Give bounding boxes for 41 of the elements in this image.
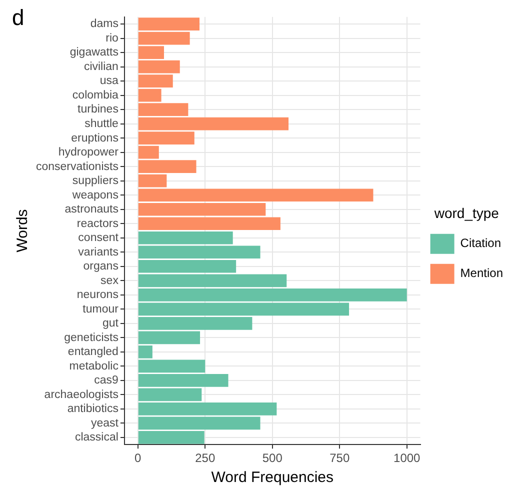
y-tick-label: archaeologists: [44, 388, 119, 401]
y-tick-label: neurons: [76, 289, 119, 302]
y-tick-label: metabolic: [69, 360, 119, 372]
y-tick-label: astronauts: [64, 204, 119, 216]
y-tick-label: usa: [100, 75, 120, 88]
legend-label: Mention: [460, 266, 504, 280]
y-tick-label: antibiotics: [67, 403, 119, 416]
y-tick-label: variants: [78, 246, 119, 258]
legend-title: word_type: [433, 204, 500, 221]
y-tick-label: shuttle: [84, 118, 118, 130]
y-tick-label: weapons: [71, 189, 119, 202]
y-tick-label: gut: [102, 318, 120, 330]
y-tick-label: classical: [74, 432, 118, 444]
y-tick-label: reactors: [76, 218, 119, 230]
y-tick-label: gigawatts: [70, 46, 119, 59]
x-tick-label: 1000: [394, 451, 421, 466]
y-tick-label: suppliers: [72, 175, 119, 188]
y-tick-label: tumour: [82, 303, 119, 316]
y-tick-label: yeast: [90, 417, 120, 430]
y-tick-label: turbines: [78, 104, 119, 116]
y-tick-label: hydropower: [58, 146, 119, 159]
y-tick-label: colombia: [72, 89, 120, 102]
y-tick-label: conservationists: [36, 160, 119, 173]
y-tick-label: organs: [83, 260, 119, 273]
y-tick-label: consent: [78, 232, 120, 244]
y-tick-label: sex: [100, 274, 119, 287]
y-tick-label: dams: [90, 18, 119, 30]
y-tick-label: cas9: [94, 374, 118, 387]
y-tick-label: civilian: [84, 60, 118, 73]
y-tick-label: entangled: [68, 346, 118, 358]
x-tick-label: 250: [195, 451, 216, 466]
x-tick-label: 0: [134, 451, 142, 466]
y-axis-title: Words: [14, 209, 32, 252]
legend-label: Citation: [460, 236, 501, 250]
x-tick-label: 750: [330, 451, 350, 466]
y-tick-label: eruptions: [71, 132, 119, 144]
y-tick-label: geneticists: [64, 332, 119, 344]
y-tick-label: rio: [106, 32, 118, 44]
x-axis-title: Word Frequencies: [211, 469, 334, 486]
text: d: [12, 5, 24, 30]
x-tick-label: 500: [262, 451, 283, 466]
